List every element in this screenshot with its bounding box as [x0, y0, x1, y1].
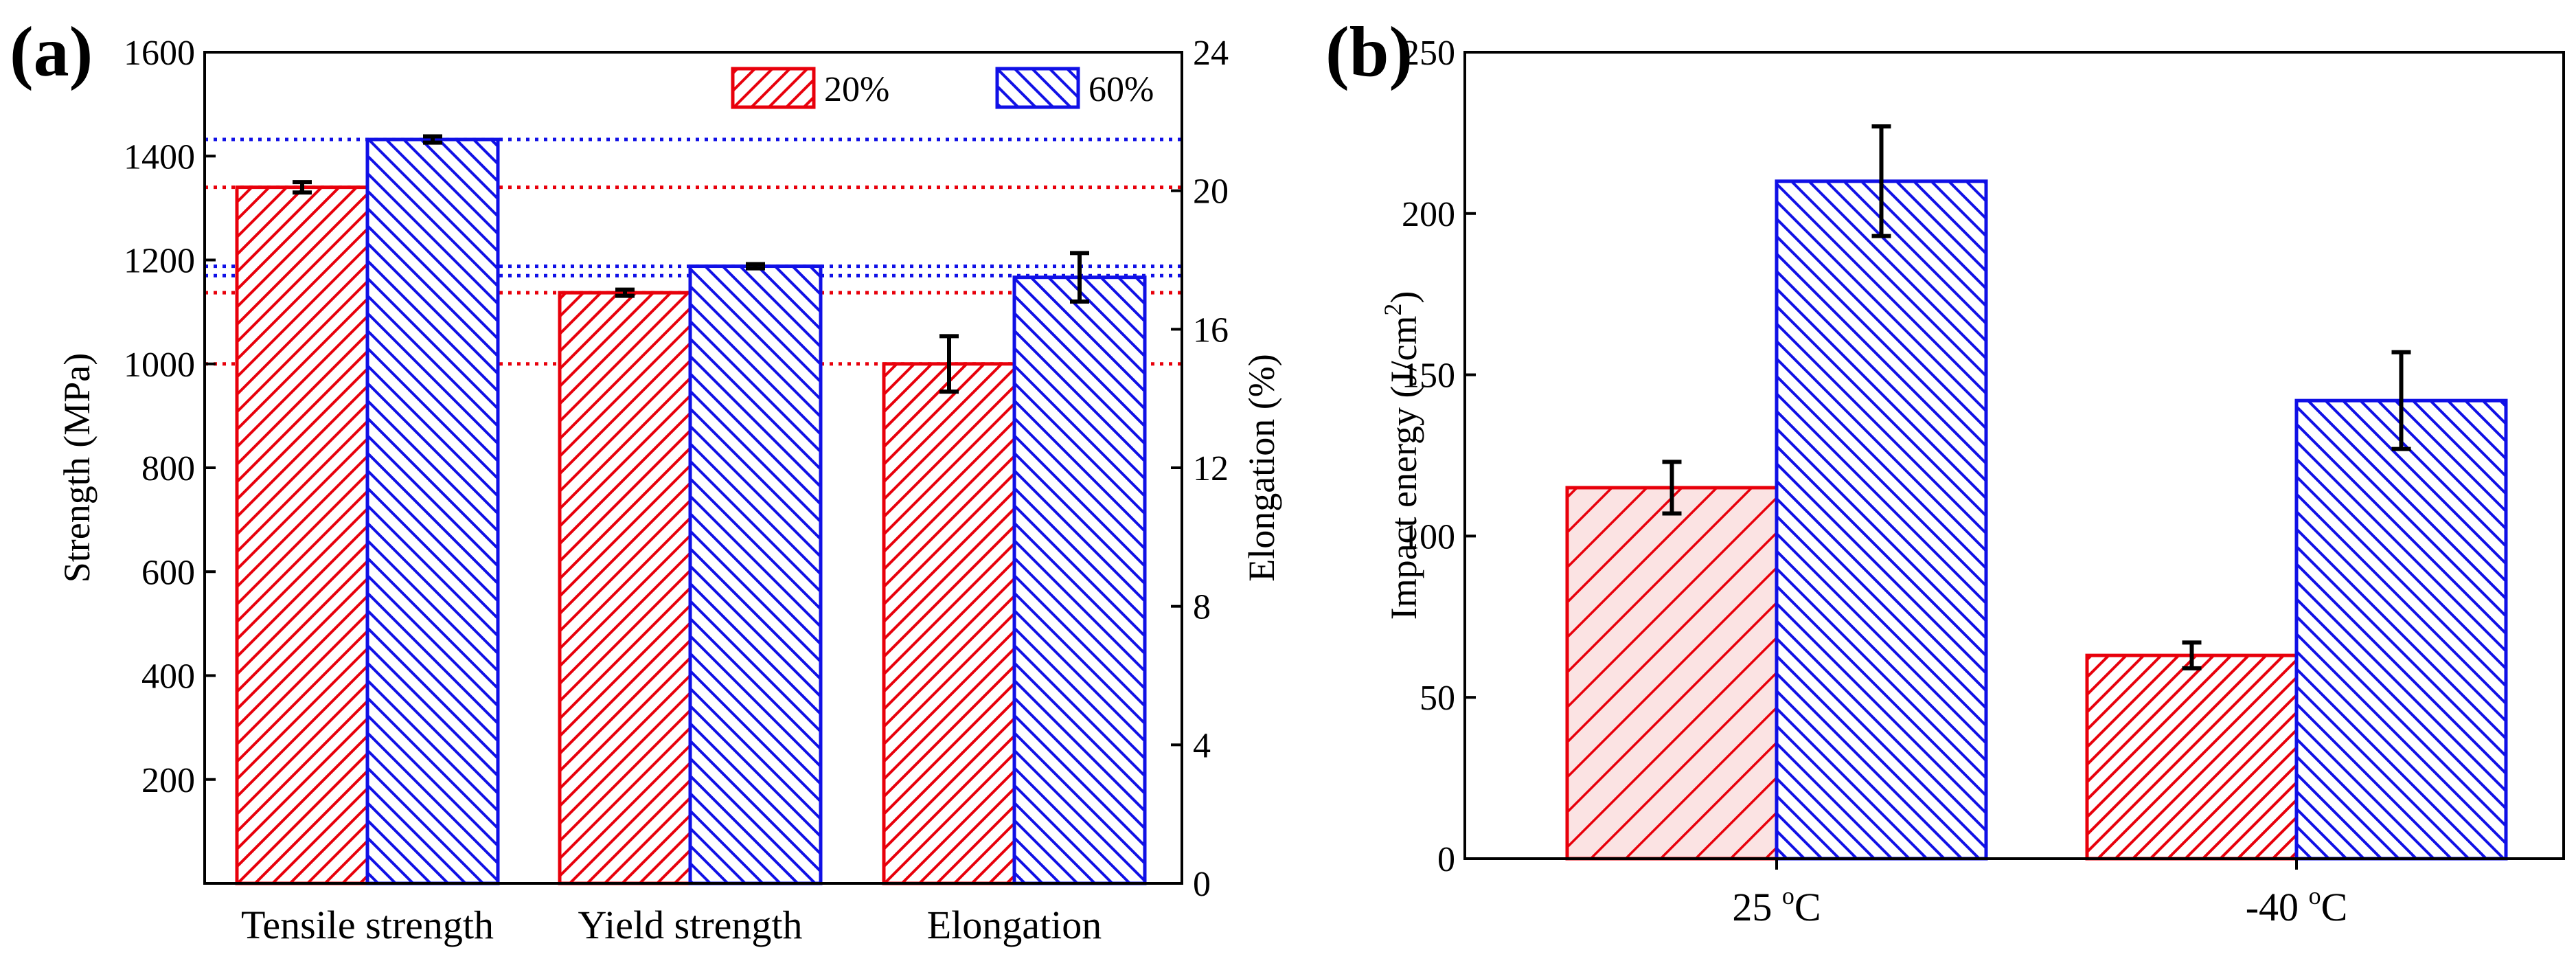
error-bar — [423, 134, 442, 145]
plot-frame — [1463, 51, 2565, 860]
legend-entry: 20% — [731, 67, 889, 109]
y2-tick-label: 8 — [1193, 588, 1211, 627]
panel-a-chart: 200 400 600 800 1000 1200 1400 1600 0 4 8 12 16 20 24… — [56, 34, 1282, 947]
legend-label: 60% — [1088, 70, 1154, 109]
error-bar — [293, 180, 312, 195]
error-bar — [1662, 460, 1682, 516]
y2-tick-label: 24 — [1193, 34, 1229, 73]
y-tick-label: 50 — [1420, 679, 1455, 718]
error-bar — [2182, 640, 2202, 670]
y-tick-label: 1200 — [124, 242, 195, 281]
y-axis-title-main: Impact energy (J/cm — [1383, 316, 1424, 620]
y-axis-title-end: ) — [1383, 291, 1424, 304]
y-tick-label: 250 — [1402, 34, 1455, 73]
error-bar — [746, 262, 765, 271]
bars — [1565, 179, 2508, 861]
bar — [235, 185, 369, 885]
legend: 20% 60% — [731, 67, 1154, 109]
bar — [2294, 398, 2508, 861]
y-tick-label: 800 — [141, 449, 195, 488]
y-tick-label: 1600 — [124, 34, 195, 73]
y2-axis-ticks: 0 4 8 12 16 20 24 — [1171, 34, 1229, 904]
bar — [2085, 653, 2299, 861]
y-tick-label: 600 — [141, 553, 195, 592]
y-tick-label: 400 — [141, 657, 195, 697]
category-labels: 25 oC -40 oC — [1732, 859, 2347, 929]
category-labels: Tensile strength Yield strength Elongation — [241, 903, 1102, 947]
y-tick-label: 100 — [1402, 517, 1455, 556]
x-tick-label: Tensile strength — [241, 903, 494, 947]
panel-a-label: (a) — [10, 12, 93, 91]
x-tick-degree: o — [1782, 882, 1794, 909]
error-bar — [939, 334, 959, 394]
panel-b-label: (b) — [1325, 12, 1413, 91]
y-axis-ticks: 0 50 100 150 200 250 — [1402, 34, 1476, 879]
y-tick-label: 1400 — [124, 137, 195, 177]
y-axis-title: Strength (MPa) — [56, 353, 98, 583]
y2-tick-label: 4 — [1193, 726, 1211, 765]
legend-label: 20% — [824, 70, 889, 109]
bar — [1012, 275, 1147, 885]
y-axis-title-sup: 2 — [1379, 304, 1406, 316]
y-axis-title: Impact energy (J/cm2) — [1379, 291, 1424, 620]
x-tick-value: -40 — [2246, 885, 2309, 929]
y2-tick-label: 20 — [1193, 172, 1229, 212]
bar — [1565, 486, 1779, 861]
y-axis-ticks: 200 400 600 800 1000 1200 1400 1600 — [124, 34, 216, 800]
x-tick-degree: o — [2309, 882, 2321, 909]
x-tick-value: 25 — [1732, 885, 1782, 929]
y-tick-label: 150 — [1402, 357, 1455, 396]
x-tick-label: -40 oC — [2246, 882, 2348, 929]
y-tick-label: 200 — [141, 761, 195, 800]
error-bars — [1662, 124, 2411, 670]
error-bars — [293, 134, 1089, 394]
x-tick-label: Elongation — [927, 903, 1102, 947]
x-tick-unit: C — [1794, 885, 1821, 929]
bar — [365, 137, 500, 885]
y2-axis-title: Elongation (%) — [1241, 354, 1282, 581]
bar — [558, 291, 692, 885]
legend-swatch — [731, 67, 816, 109]
x-tick-label: 25 oC — [1732, 882, 1821, 929]
error-bar — [1070, 251, 1089, 304]
x-tick-label: Yield strength — [578, 903, 802, 947]
y2-tick-label: 0 — [1193, 865, 1211, 904]
y-tick-label: 200 — [1402, 195, 1455, 234]
error-bar — [1871, 124, 1891, 238]
error-bar — [2391, 350, 2411, 451]
legend-swatch — [995, 67, 1080, 109]
y2-tick-label: 16 — [1193, 310, 1229, 350]
x-tick-unit: C — [2321, 885, 2348, 929]
legend-entry: 60% — [995, 67, 1154, 109]
error-bar — [615, 287, 635, 298]
y-tick-label: 0 — [1437, 840, 1455, 879]
bar — [882, 362, 1016, 885]
y2-tick-label: 12 — [1193, 449, 1229, 488]
bar — [1775, 179, 1988, 861]
y-tick-label: 1000 — [124, 346, 195, 385]
bars — [235, 137, 1147, 885]
bar — [688, 264, 823, 885]
